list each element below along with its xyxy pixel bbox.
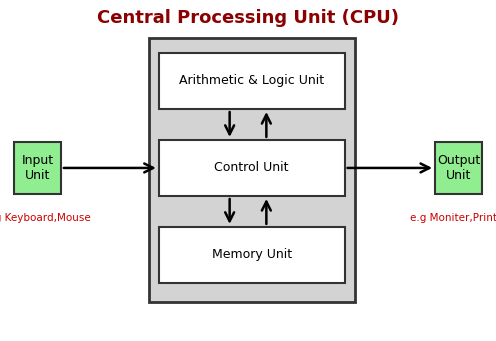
Bar	[435, 142, 482, 194]
Text: Input
Unit: Input Unit	[21, 154, 54, 182]
Text: Central Processing Unit (CPU): Central Processing Unit (CPU)	[97, 9, 399, 27]
Text: Control Unit: Control Unit	[214, 161, 289, 175]
Bar	[159, 53, 345, 109]
Bar	[14, 142, 61, 194]
Bar	[159, 140, 345, 196]
Bar	[149, 38, 355, 302]
Text: Memory Unit: Memory Unit	[212, 248, 292, 262]
Text: Output
Unit: Output Unit	[437, 154, 480, 182]
Bar	[159, 227, 345, 283]
Text: e.g Moniter,Printer: e.g Moniter,Printer	[410, 213, 496, 223]
Text: Arithmetic & Logic Unit: Arithmetic & Logic Unit	[179, 74, 324, 88]
Text: e.g Keyboard,Mouse: e.g Keyboard,Mouse	[0, 213, 90, 223]
